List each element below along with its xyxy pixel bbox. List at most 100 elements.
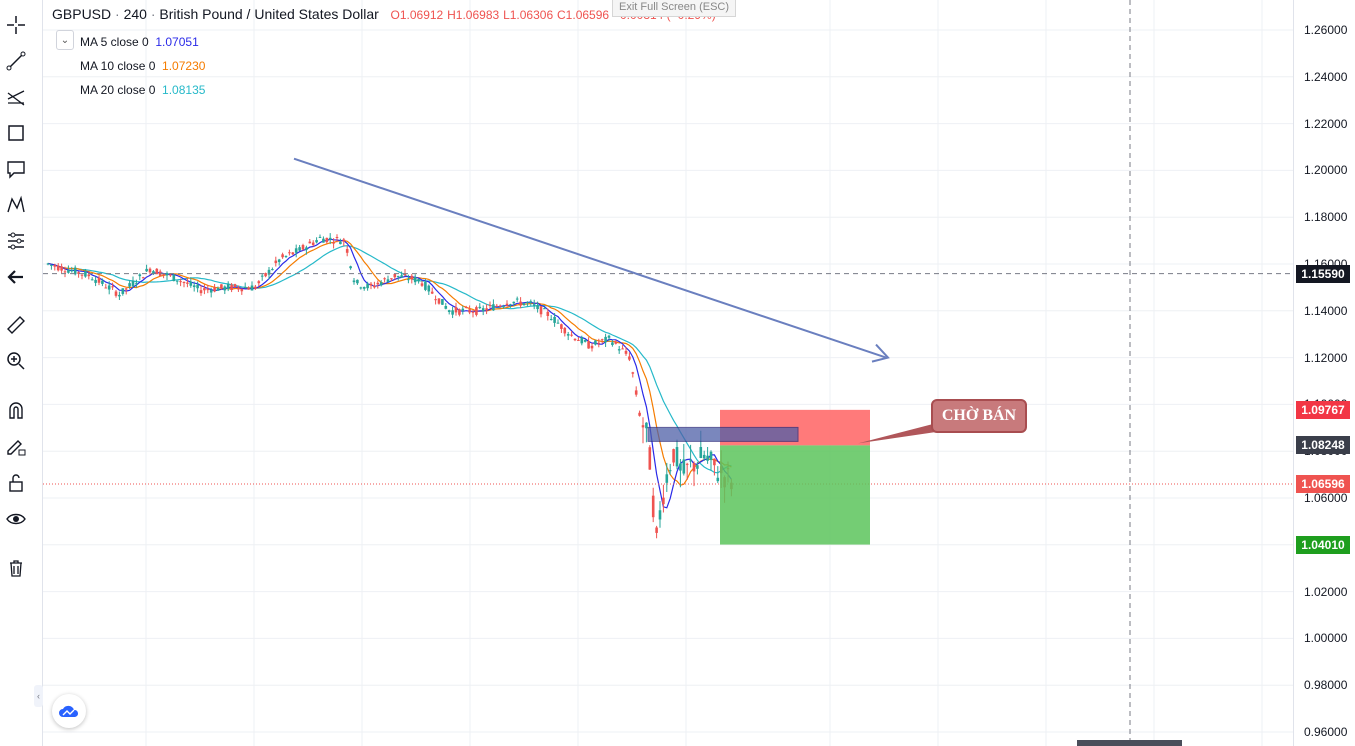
candle-body bbox=[240, 288, 244, 292]
price-tag-target: 1.04010 bbox=[1296, 535, 1350, 554]
candle-body bbox=[223, 286, 227, 291]
candle-body bbox=[709, 451, 713, 461]
candle-body bbox=[220, 284, 223, 288]
candle-body bbox=[492, 304, 495, 311]
back-arrow-icon[interactable] bbox=[3, 264, 29, 290]
candle-body bbox=[94, 279, 97, 283]
forecast-icon[interactable] bbox=[3, 228, 29, 254]
candle-body bbox=[118, 294, 121, 297]
symbol-legend: GBPUSD · 240 · British Pound / United St… bbox=[52, 6, 716, 22]
candle-body bbox=[417, 279, 420, 282]
candle-body bbox=[424, 281, 427, 290]
toolbar-collapse-handle[interactable]: ‹ bbox=[34, 685, 43, 707]
text-note-icon[interactable] bbox=[3, 156, 29, 182]
lock-drawing-icon[interactable] bbox=[3, 434, 29, 460]
price-axis[interactable]: 1.260001.240001.220001.200001.180001.160… bbox=[1293, 0, 1355, 746]
collapse-indicators-button[interactable]: ⌄ bbox=[56, 30, 74, 50]
price-tick-label: 1.02000 bbox=[1304, 584, 1348, 599]
candle-body bbox=[87, 274, 91, 277]
indicator-ma20[interactable]: MA 20 close 0 1.08135 bbox=[80, 83, 205, 97]
candle-body bbox=[403, 273, 407, 276]
candle-body bbox=[291, 252, 295, 255]
candle-body bbox=[515, 298, 519, 300]
candle-body bbox=[475, 307, 478, 315]
candle-body bbox=[573, 338, 577, 341]
candle-body bbox=[80, 274, 84, 276]
indicator-ma10[interactable]: MA 10 close 0 1.07230 bbox=[80, 59, 205, 73]
exit-fullscreen-button[interactable]: Exit Full Screen (ESC) bbox=[612, 0, 736, 17]
candle-body bbox=[522, 303, 526, 306]
symbol-name[interactable]: GBPUSD bbox=[52, 6, 112, 22]
price-tick-label: 0.98000 bbox=[1304, 678, 1348, 693]
candle-body bbox=[121, 288, 125, 294]
candle-body bbox=[696, 465, 699, 469]
ohlc-high: H1.06983 bbox=[447, 8, 500, 22]
unlock-icon[interactable] bbox=[3, 470, 29, 496]
candle-body bbox=[281, 254, 284, 258]
price-tick-label: 1.14000 bbox=[1304, 303, 1348, 318]
candle-body bbox=[322, 238, 325, 243]
candle-body bbox=[247, 288, 250, 290]
candle-body bbox=[668, 470, 672, 472]
callout-pointer bbox=[858, 424, 936, 444]
candle-body bbox=[543, 308, 546, 310]
trend-line-icon[interactable] bbox=[3, 48, 29, 74]
indicator-ma5[interactable]: MA 5 close 0 1.07051 bbox=[80, 35, 199, 49]
candle-body bbox=[101, 280, 104, 284]
zoom-in-icon[interactable] bbox=[3, 348, 29, 374]
price-chart[interactable] bbox=[43, 0, 1293, 746]
candle-body bbox=[230, 284, 233, 291]
crosshair-icon[interactable] bbox=[3, 12, 29, 38]
candle-body bbox=[135, 283, 138, 285]
candle-body bbox=[216, 288, 220, 291]
rectangle-icon[interactable] bbox=[3, 120, 29, 146]
candle-body bbox=[679, 463, 682, 471]
trend-line bbox=[293, 157, 887, 359]
candle-body bbox=[250, 285, 254, 291]
candle-body bbox=[461, 308, 465, 311]
candle-body bbox=[481, 308, 485, 312]
candle-body bbox=[458, 309, 461, 315]
candle-body bbox=[339, 241, 342, 245]
candle-body bbox=[410, 275, 414, 280]
entry-zone-box bbox=[647, 426, 799, 442]
candle-body bbox=[356, 279, 359, 284]
candle-body bbox=[56, 265, 60, 271]
callout-label[interactable]: CHỜ BÁN bbox=[931, 399, 1027, 433]
candle-body bbox=[706, 455, 709, 461]
chevron-down-icon: ⌄ bbox=[60, 34, 70, 46]
candle-body bbox=[189, 281, 193, 286]
magnet-icon[interactable] bbox=[3, 398, 29, 424]
candle-body bbox=[298, 247, 301, 251]
candle-body bbox=[390, 278, 393, 280]
candle-body bbox=[77, 272, 80, 274]
candle-body bbox=[186, 282, 189, 284]
candle-body bbox=[532, 304, 536, 306]
candle-body bbox=[549, 318, 553, 320]
candle-body bbox=[407, 279, 410, 281]
candle-body bbox=[60, 266, 63, 271]
candle-body bbox=[529, 301, 533, 303]
pattern-icon[interactable] bbox=[3, 192, 29, 218]
fib-icon[interactable] bbox=[3, 84, 29, 110]
price-tag-stop: 1.09767 bbox=[1296, 400, 1350, 419]
candle-body bbox=[713, 458, 716, 466]
candle-body bbox=[271, 269, 274, 271]
candle-body bbox=[369, 283, 373, 286]
candle-body bbox=[655, 527, 658, 533]
price-tick-label: 1.12000 bbox=[1304, 350, 1348, 365]
price-tick-label: 0.96000 bbox=[1304, 725, 1348, 739]
candle-body bbox=[124, 288, 128, 290]
candle-body bbox=[284, 255, 288, 257]
ruler-icon[interactable] bbox=[3, 312, 29, 338]
tradingview-logo[interactable] bbox=[52, 694, 86, 728]
candle-body bbox=[141, 277, 145, 279]
candle-body bbox=[145, 268, 148, 272]
candle-body bbox=[583, 340, 587, 342]
trash-icon[interactable] bbox=[3, 555, 29, 581]
cloud-icon bbox=[59, 705, 79, 717]
time-axis-label bbox=[1077, 740, 1182, 746]
indicator-value: 1.08135 bbox=[162, 83, 206, 97]
eye-icon[interactable] bbox=[3, 506, 29, 532]
candle-body bbox=[46, 263, 50, 265]
